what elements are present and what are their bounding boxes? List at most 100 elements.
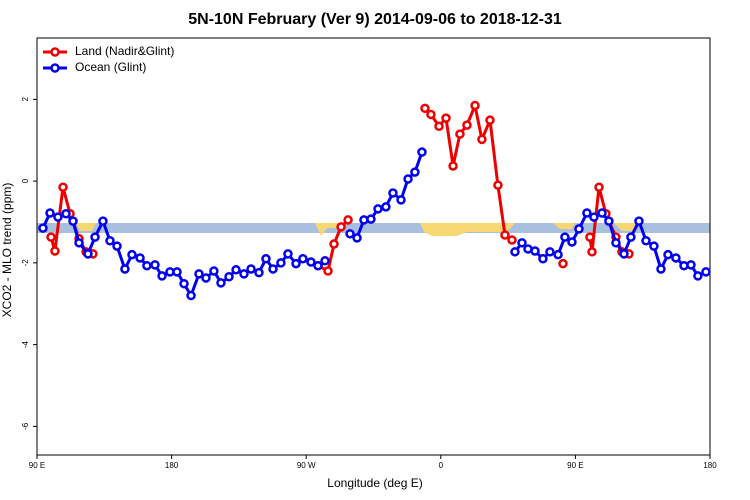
- point: [172, 267, 182, 277]
- point: [507, 235, 517, 245]
- point: [649, 241, 659, 251]
- point: [558, 258, 568, 269]
- point: [545, 247, 555, 257]
- point: [135, 253, 145, 263]
- point: [336, 222, 346, 232]
- point: [345, 229, 355, 239]
- point: [246, 264, 256, 274]
- point: [493, 180, 503, 190]
- x-tick-label: 90 E: [567, 461, 583, 470]
- point: [343, 215, 353, 225]
- x-tick-label: 90 E: [29, 461, 45, 470]
- point: [46, 232, 56, 242]
- point: [366, 214, 376, 224]
- point: [298, 254, 308, 264]
- point: [589, 212, 599, 222]
- y-tick-label: 0: [21, 178, 30, 183]
- point: [306, 257, 316, 267]
- point: [157, 271, 167, 281]
- point: [510, 247, 520, 257]
- plot-frame: [36, 37, 711, 456]
- point: [477, 134, 487, 145]
- point: [500, 230, 510, 240]
- point: [701, 267, 711, 277]
- point: [98, 216, 108, 226]
- y-tick-label: 2: [21, 97, 30, 102]
- point: [420, 103, 430, 114]
- point: [216, 278, 226, 288]
- x-tick-label: 180: [165, 461, 179, 470]
- point: [201, 273, 211, 283]
- point: [611, 238, 621, 248]
- point: [587, 247, 597, 257]
- y-axis-label: XCO2 - MLO trend (ppm): [0, 183, 14, 318]
- point: [604, 216, 614, 226]
- point: [320, 256, 330, 266]
- point: [50, 246, 60, 256]
- point: [90, 232, 100, 242]
- point: [455, 129, 465, 139]
- point: [517, 238, 527, 248]
- series-line: [49, 104, 630, 273]
- point: [127, 249, 137, 260]
- point: [112, 241, 122, 251]
- point: [597, 208, 607, 218]
- point: [663, 249, 673, 260]
- point: [574, 224, 584, 234]
- point: [641, 236, 651, 246]
- point: [105, 236, 115, 246]
- point: [417, 147, 427, 157]
- point: [594, 182, 604, 192]
- point: [381, 202, 391, 212]
- point: [448, 161, 458, 171]
- point: [626, 232, 636, 242]
- point: [619, 249, 629, 259]
- point: [634, 216, 644, 226]
- point: [582, 208, 592, 218]
- point: [323, 266, 333, 276]
- x-tick-label: 90 W: [297, 461, 316, 470]
- y-tick-label: -4: [21, 341, 30, 349]
- point: [693, 271, 703, 281]
- point: [142, 260, 152, 271]
- point: [410, 167, 420, 177]
- point: [313, 260, 323, 271]
- point: [553, 249, 563, 260]
- point: [671, 253, 681, 263]
- point: [656, 264, 666, 274]
- legend-label: Ocean (Glint): [75, 60, 146, 74]
- point: [441, 113, 451, 123]
- point: [68, 216, 78, 226]
- x-tick-label: 180: [703, 461, 717, 470]
- point: [373, 204, 383, 214]
- point: [686, 260, 696, 270]
- point: [268, 264, 278, 274]
- point: [538, 254, 548, 264]
- point: [426, 109, 436, 120]
- point: [567, 237, 577, 247]
- point: [254, 267, 264, 278]
- point: [560, 232, 570, 242]
- legend-marker: [50, 63, 60, 73]
- point: [434, 121, 444, 132]
- point: [61, 209, 71, 219]
- point: [45, 208, 55, 218]
- point: [186, 290, 196, 301]
- point: [291, 258, 301, 269]
- point: [74, 238, 84, 248]
- point: [53, 212, 63, 222]
- point: [83, 249, 93, 259]
- legend-marker: [50, 47, 60, 57]
- chart-title: 5N-10N February (Ver 9) 2014-09-06 to 20…: [188, 11, 562, 28]
- point: [485, 115, 495, 125]
- point: [585, 232, 595, 242]
- point: [224, 272, 234, 282]
- point: [179, 278, 189, 289]
- point: [231, 265, 241, 275]
- legend-label: Land (Nadir&Glint): [75, 44, 174, 58]
- map-strip: [37, 223, 710, 236]
- x-tick-label: 0: [439, 461, 444, 470]
- point: [150, 260, 160, 270]
- point: [239, 269, 249, 279]
